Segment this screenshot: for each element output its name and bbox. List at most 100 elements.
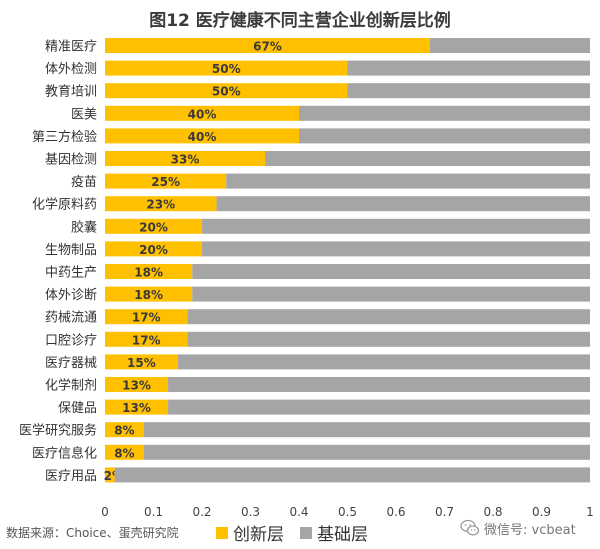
legend-swatch-innovation: [216, 526, 228, 539]
bar-innovation: [105, 399, 169, 415]
data-label: 23%: [146, 198, 175, 212]
bar-basic: [202, 241, 590, 257]
bar-innovation: [105, 444, 144, 460]
bar-basic: [168, 377, 591, 392]
category-label: 药械流通: [45, 311, 97, 326]
category-label: 生物制品: [45, 243, 97, 258]
bar-basic: [216, 196, 591, 212]
bar-innovation: [105, 196, 217, 212]
data-label: 40%: [188, 130, 217, 144]
bar-basic: [226, 173, 590, 189]
data-label: 50%: [212, 85, 241, 99]
bar-basic: [265, 151, 590, 166]
bar-basic: [187, 309, 590, 325]
bar-innovation: [105, 83, 348, 99]
bar-innovation: [105, 467, 115, 483]
bar-basic: [143, 444, 591, 460]
category-label: 口腔诊疗: [45, 333, 97, 348]
bar-basic: [143, 422, 591, 438]
data-label: 8%: [114, 424, 134, 438]
bar-innovation: [105, 128, 299, 144]
x-tick-label: 0.3: [241, 505, 260, 519]
legend: 创新层 基础层: [216, 520, 380, 545]
bar-basic: [299, 105, 590, 121]
category-label: 精准医疗: [45, 40, 97, 55]
bar-innovation: [105, 60, 348, 76]
category-label: 体外检测: [45, 62, 97, 77]
chart-title: 图12 医疗健康不同主营企业创新层比例: [149, 11, 451, 31]
data-label: 25%: [151, 175, 180, 189]
category-label: 化学制剂: [45, 378, 97, 394]
x-tick-label: 0.1: [144, 505, 163, 519]
data-label: 17%: [132, 333, 161, 347]
data-label: 13%: [122, 401, 151, 415]
data-label: 18%: [134, 266, 163, 280]
bar-basic: [192, 264, 591, 279]
legend-item-innovation: 创新层: [216, 520, 284, 545]
bar-basic: [168, 399, 591, 415]
data-label: 8%: [114, 446, 134, 460]
bar-basic: [114, 467, 590, 483]
legend-swatch-basic: [300, 526, 312, 539]
category-label: 第三方检验: [32, 129, 97, 145]
x-tick-label: 1: [586, 505, 594, 519]
category-label: 医疗信息化: [32, 445, 97, 461]
category-label: 医疗器械: [45, 356, 97, 371]
data-label: 20%: [139, 243, 168, 257]
x-tick-label: 0: [101, 505, 109, 519]
data-label: 50%: [212, 62, 241, 76]
data-label: 33%: [171, 153, 200, 167]
bar-innovation: [105, 422, 144, 438]
x-tick-label: 0.2: [192, 505, 211, 519]
bar-innovation: [105, 354, 178, 370]
bar-innovation: [105, 241, 202, 257]
category-label: 医美: [71, 107, 97, 122]
category-label: 胶囊: [71, 219, 97, 235]
legend-label-innovation: 创新层: [233, 525, 284, 545]
x-tick-label: 0.4: [289, 505, 308, 519]
legend-item-basic: 基础层: [300, 520, 368, 545]
category-label: 医疗用品: [45, 469, 97, 484]
bar-innovation: [105, 173, 227, 189]
bar-basic: [299, 128, 590, 144]
category-label: 教育培训: [45, 84, 97, 100]
x-tick-label: 0.9: [532, 505, 551, 519]
bar-basic: [202, 218, 590, 234]
bar-innovation: [105, 286, 193, 302]
legend-label-basic: 基础层: [317, 525, 368, 545]
x-tick-label: 0.6: [386, 505, 405, 519]
bar-innovation: [105, 264, 193, 279]
category-label: 化学原料药: [32, 197, 97, 213]
bar-innovation: [105, 309, 188, 325]
bar-basic: [187, 331, 590, 347]
data-label: 17%: [132, 311, 161, 325]
bar-basic: [192, 286, 591, 302]
bar-innovation: [105, 38, 430, 53]
bar-innovation: [105, 151, 266, 166]
wechat-id-text: 微信号: vcbeat: [484, 522, 576, 538]
x-tick-label: 0.5: [338, 505, 357, 519]
data-label: 20%: [139, 220, 168, 234]
x-tick-label: 0.8: [483, 505, 502, 519]
data-label: 15%: [127, 356, 156, 370]
bar-innovation: [105, 218, 202, 234]
wechat-watermark: 微信号: vcbeat: [460, 518, 576, 538]
category-label: 中药生产: [45, 266, 97, 281]
data-label: 40%: [188, 107, 217, 121]
bar-basic: [177, 354, 590, 370]
category-label: 体外诊断: [45, 288, 97, 303]
category-label: 基因检测: [45, 153, 97, 168]
bar-innovation: [105, 331, 188, 347]
bar-innovation: [105, 105, 299, 121]
category-label: 疫苗: [71, 174, 97, 190]
category-label: 保健品: [58, 401, 97, 416]
bar-innovation: [105, 377, 169, 392]
data-label: 67%: [253, 40, 282, 54]
data-label: 18%: [134, 288, 163, 302]
x-tick-label: 0.7: [435, 505, 454, 519]
data-label: 13%: [122, 379, 151, 393]
category-label: 医学研究服务: [19, 423, 97, 439]
wechat-icon: [460, 519, 480, 536]
bar-basic: [429, 38, 590, 53]
